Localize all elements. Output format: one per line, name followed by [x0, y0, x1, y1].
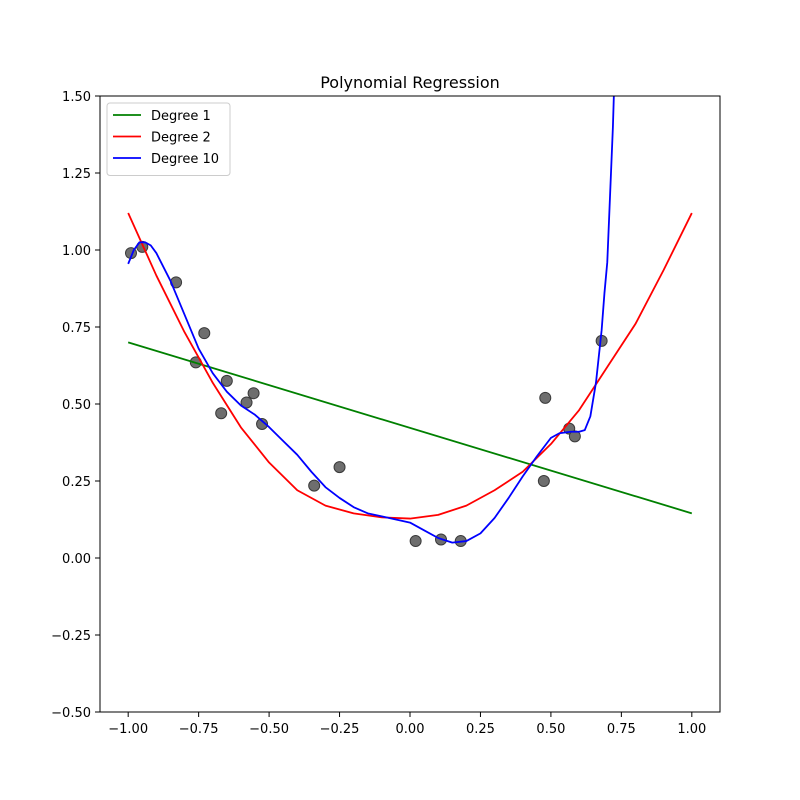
x-tick-label: −1.00 — [108, 722, 148, 737]
data-point — [220, 374, 233, 387]
axis-ticks: −1.00 −0.75 −0.50 −0.25 0.00 0.25 0.50 0.75 1.00… — [51, 90, 706, 737]
y-tick-label: −0.50 — [51, 706, 91, 721]
y-tick-label: −0.25 — [51, 629, 91, 644]
y-tick-label: 1.50 — [62, 90, 91, 105]
series-line-degree-2 — [127, 212, 693, 520]
series-line-degree-1 — [127, 341, 693, 515]
legend-label: Degree 1 — [151, 109, 211, 124]
series-line-degree-10 — [127, 96, 615, 544]
data-point — [240, 396, 253, 409]
x-tick-label: 0.25 — [466, 722, 495, 737]
y-tick-label: 0.50 — [62, 398, 91, 413]
y-tick-label: 1.25 — [62, 167, 91, 182]
data-point — [333, 461, 346, 474]
legend-label: Degree 2 — [151, 131, 211, 146]
y-tick-label: 1.00 — [62, 244, 91, 259]
data-point — [308, 479, 321, 492]
y-tick-label: 0.25 — [62, 475, 91, 490]
y-tick-label: 0.00 — [62, 552, 91, 567]
data-point — [409, 535, 422, 548]
x-tick-label: −0.25 — [320, 722, 360, 737]
data-point — [539, 391, 552, 404]
legend: Degree 1 Degree 2 Degree 10 — [106, 102, 231, 176]
plot-area — [125, 96, 693, 548]
legend-label: Degree 10 — [151, 152, 219, 167]
x-tick-label: 0.75 — [607, 722, 636, 737]
x-tick-label: 0.50 — [536, 722, 565, 737]
data-point — [198, 327, 211, 340]
x-tick-label: 1.00 — [677, 722, 706, 737]
data-point — [537, 475, 550, 487]
x-tick-label: −0.50 — [249, 722, 289, 737]
y-tick-label: 0.75 — [62, 321, 91, 336]
axes-frame — [99, 95, 721, 713]
data-point — [256, 418, 269, 431]
data-point — [247, 387, 260, 400]
x-tick-label: −0.75 — [179, 722, 219, 737]
chart-title: Polynomial Regression — [320, 73, 500, 92]
data-point — [215, 407, 228, 420]
x-tick-label: 0.00 — [396, 722, 425, 737]
